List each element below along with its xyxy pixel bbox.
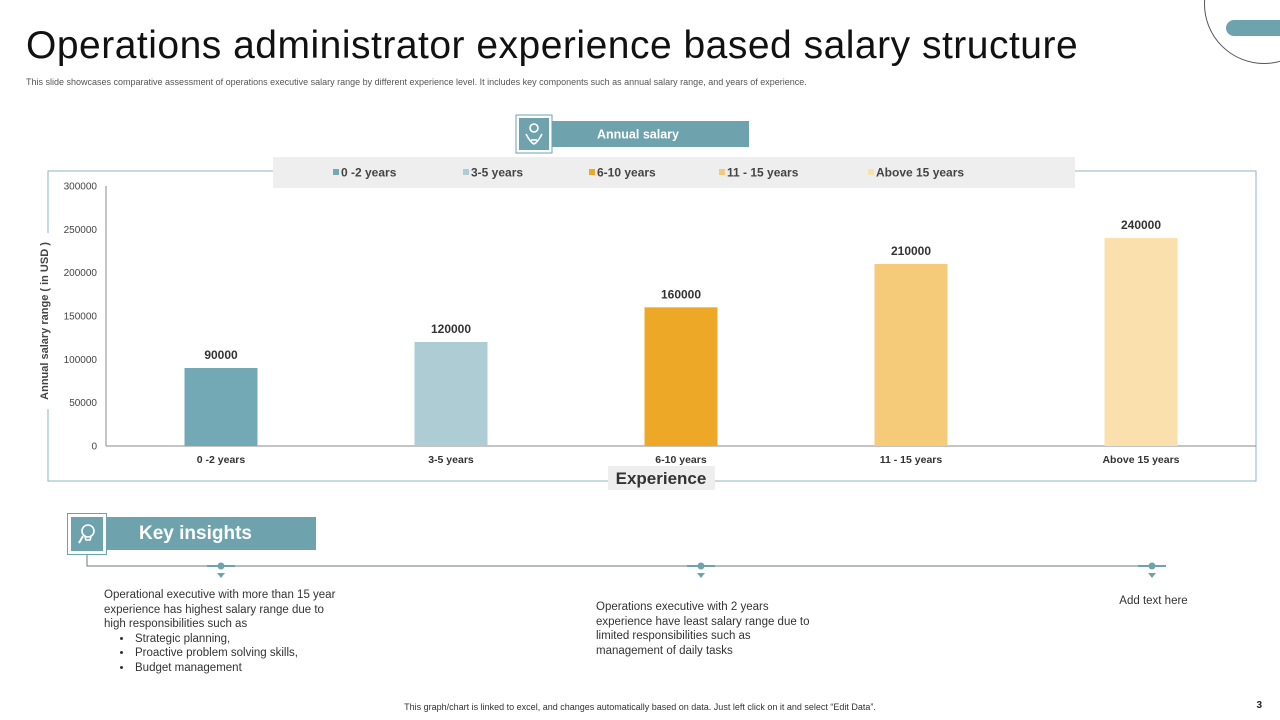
data-labels: 90000 120000 160000 210000 240000 [204,218,1161,362]
legend-label: 6-10 years [597,166,656,180]
x-axis-title-background [608,466,715,490]
bar [184,368,258,446]
legend-label: Above 15 years [876,166,964,180]
x-tick-label: 6-10 years [655,454,707,466]
timeline-marker-arrow [1148,573,1156,578]
data-label: 240000 [1121,218,1161,232]
data-label: 160000 [661,287,701,301]
chart-title-icon-fill [519,118,549,150]
y-tick-label: 300000 [64,182,98,193]
page-title: Operations administrator experience base… [26,24,1079,67]
insight-text-1: Operational executive with more than 15 … [104,589,336,630]
legend-background [273,157,1075,188]
x-tick-label: 11 - 15 years [880,454,943,466]
legend-swatch [719,169,725,175]
y-tick-label: 50000 [69,398,97,409]
page-subtitle: This slide showcases comparative assessm… [26,77,807,87]
timeline-marker-dot [217,562,225,570]
insight-bullet-list: Strategic planning, Proactive problem so… [104,632,336,676]
key-insights-header: Key insights [107,517,316,550]
y-axis-ticks: 0 50000 100000 150000 200000 250000 300000 [64,182,98,453]
y-tick-label: 0 [91,442,97,453]
insight-card-2: Operations executive with 2 years experi… [596,600,818,658]
timeline-markers [207,562,1166,578]
x-tick-label: 3-5 years [428,454,474,466]
hand-money-icon [525,123,543,145]
y-tick-label: 100000 [64,355,98,366]
insight-text-3: Add text here [1119,595,1188,607]
chart-legend: 0 -2 years 3-5 years 6-10 years 11 - 15 yea… [333,166,964,180]
bar-series [184,238,1178,446]
y-axis-title-background [37,233,53,409]
legend-label: 3-5 years [471,166,523,180]
y-tick-label: 200000 [64,268,98,279]
legend-swatch [463,169,469,175]
insight-text-2: Operations executive with 2 years experi… [596,601,810,657]
legend-swatch [333,169,339,175]
legend-swatch [589,169,595,175]
salary-bar-chart: 0 -2 years 3-5 years 6-10 years 11 - 15 yea… [37,114,1257,490]
x-tick-label: Above 15 years [1102,454,1179,466]
x-axis-title: Experience [616,469,707,488]
insights-icon-frame [67,513,107,555]
legend-swatch [868,169,874,175]
footer-note: This graph/chart is linked to excel, and… [404,702,876,712]
x-axis-ticks: 0 -2 years 3-5 years 6-10 years 11 - 15 yea… [197,454,1180,466]
bar [1104,238,1178,446]
y-tick-label: 250000 [64,225,98,236]
bar [874,264,948,446]
insight-bullet: Proactive problem solving skills, [133,646,336,661]
lightbulb-icon-graphic [78,524,95,544]
timeline-line [86,555,1164,567]
bar [644,307,718,446]
timeline-marker-arrow [697,573,705,578]
insight-bullet: Strategic planning, [133,632,336,647]
chart-title: Annual salary [597,128,679,142]
legend-label: 11 - 15 years [727,166,799,180]
y-tick-label: 150000 [64,312,98,323]
insight-card-3: Add text here [1096,594,1211,609]
data-label: 90000 [204,348,238,362]
bar [414,342,488,446]
page-number: 3 [1256,700,1262,711]
data-label: 210000 [891,244,931,258]
y-axis-title: Annual salary range ( in USD ) [39,242,51,400]
chart-title-banner [552,121,749,147]
lightbulb-gear-icon [71,517,103,551]
data-label: 120000 [431,322,471,336]
timeline-marker-dot [1148,562,1156,570]
insight-card-1: Operational executive with more than 15 … [104,588,336,675]
insight-bullet: Budget management [133,661,336,676]
timeline-marker-arrow [217,573,225,578]
timeline-marker-dot [697,562,705,570]
legend-label: 0 -2 years [341,166,397,180]
decorative-pill [1226,20,1280,36]
x-tick-label: 0 -2 years [197,454,246,466]
